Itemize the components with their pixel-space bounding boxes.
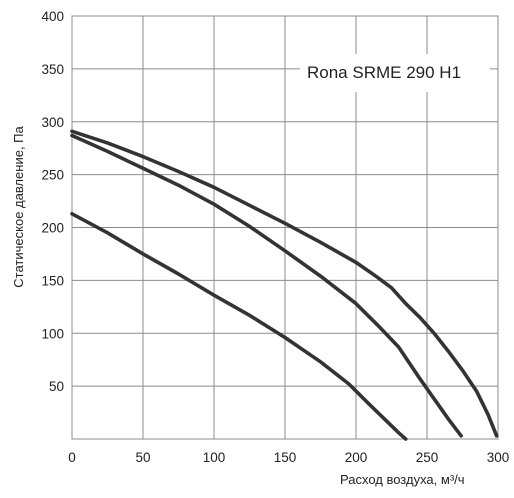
x-tick-label: 250 <box>416 450 439 465</box>
plot-frame <box>71 15 499 440</box>
chart-title: Rona SRME 290 H1 <box>307 63 461 82</box>
y-axis-label: Статическое давление, Па <box>11 126 26 288</box>
y-tick-label: 200 <box>41 221 64 236</box>
y-tick-label: 300 <box>41 115 64 130</box>
series-line <box>70 129 499 438</box>
x-tick-label: 100 <box>203 450 226 465</box>
x-tick-label: 150 <box>274 450 297 465</box>
x-tick-label: 300 <box>487 450 510 465</box>
title-box <box>300 54 490 92</box>
x-tick-label: 0 <box>68 450 76 465</box>
tick-labels: 0 50 100 150 200 250 300 50 100 150 200 250 300 350 40… <box>41 9 509 465</box>
y-tick-label: 100 <box>41 326 64 341</box>
y-tick-label: 400 <box>41 9 64 24</box>
y-tick-label: 250 <box>41 168 64 183</box>
x-tick-label: 50 <box>135 450 150 465</box>
x-tick-label: 200 <box>345 450 368 465</box>
y-tick-label: 150 <box>41 273 64 288</box>
x-axis-label: Расход воздуха, м³/ч <box>340 472 465 487</box>
series-line <box>70 212 408 441</box>
y-tick-label: 50 <box>49 379 64 394</box>
y-tick-label: 350 <box>41 62 64 77</box>
series-lines <box>70 129 499 441</box>
series-line <box>70 133 463 438</box>
